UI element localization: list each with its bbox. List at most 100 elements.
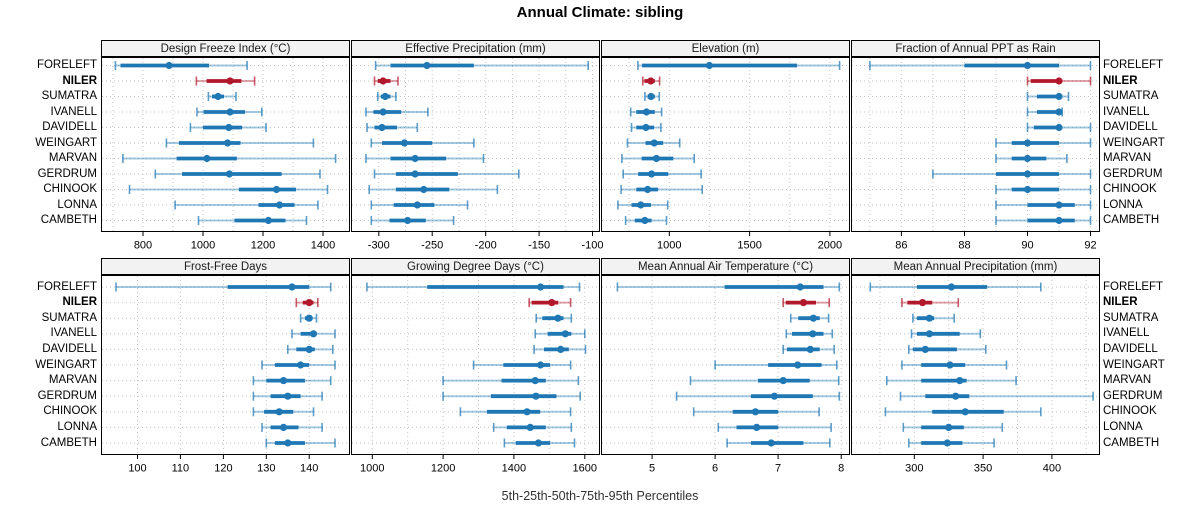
percentile-mark-marvan — [442, 376, 580, 386]
row-label-left-cambeth: CAMBETH — [40, 214, 97, 226]
x-axis: 800 1000 1200 1400 — [134, 232, 335, 252]
percentile-mark-sumatra — [535, 313, 573, 323]
percentile-mark-ivanell — [534, 329, 586, 339]
percentile-mark-marvan — [252, 376, 332, 386]
row-label-left-davidell: DAVIDELL — [42, 342, 97, 355]
percentile-mark-sumatra — [644, 92, 661, 101]
row-label-right-lonna: LONNA — [1103, 198, 1143, 211]
percentile-mark-sumatra — [789, 313, 830, 323]
percentile-mark-marvan — [621, 154, 695, 163]
x-tick-label: 5 — [649, 463, 655, 475]
row-label-right-lonna: LONNA — [1103, 420, 1143, 433]
percentile-mark-weingart — [165, 138, 315, 148]
percentile-mark-sumatra — [1026, 92, 1070, 101]
x-tick-label: 92 — [1084, 240, 1096, 252]
percentile-mark-cambeth — [726, 438, 831, 448]
percentile-mark-cambeth — [370, 216, 455, 225]
percentile-mark-niler — [195, 76, 256, 86]
percentile-mark-gerdrum — [442, 391, 581, 401]
panel-plot: 1000 1200 1400 1600 — [351, 275, 600, 475]
row-label-right-chinook: CHINOOK — [1103, 183, 1157, 195]
percentile-mark-weingart — [370, 138, 475, 148]
x-tick-label: 400 — [1043, 463, 1061, 475]
percentile-mark-marvan — [122, 154, 337, 163]
x-axis: 1000 1500 2000 — [657, 232, 842, 252]
gridlines — [102, 58, 349, 231]
percentile-mark-cambeth — [995, 216, 1092, 225]
x-axis: 86 88 90 92 — [895, 232, 1097, 252]
panel-strip-title: Design Freeze Index (°C) — [101, 40, 350, 57]
row-label-left-weingart: WEINGART — [35, 358, 97, 371]
percentile-mark-gerdrum — [373, 169, 520, 179]
x-tick-label: -200 — [475, 240, 497, 252]
row-label-right-cambeth: CAMBETH — [1103, 436, 1160, 449]
percentile-mark-lonna — [617, 200, 669, 210]
panel-plot: 100 110 120 130 140 — [101, 275, 350, 475]
x-tick-label: 1600 — [573, 463, 597, 475]
x-tick-label: 90 — [1021, 240, 1033, 252]
percentile-mark-weingart — [714, 360, 838, 370]
x-tick-label: -250 — [421, 240, 443, 252]
percentile-mark-lonna — [370, 200, 469, 210]
percentile-mark-chinook — [692, 407, 820, 417]
percentile-mark-chinook — [459, 407, 572, 417]
percentile-mark-gerdrum — [622, 169, 702, 179]
percentile-mark-gerdrum — [899, 391, 1094, 401]
percentile-mark-foreleft — [114, 61, 248, 70]
percentile-mark-foreleft — [869, 282, 1042, 292]
row-label-left-ivanell: IVANELL — [50, 105, 97, 118]
percentile-mark-lonna — [717, 422, 832, 432]
panel-plot: 1000 1500 2000 — [601, 57, 850, 252]
percentile-mark-lonna — [174, 200, 319, 210]
percentile-mark-marvan — [885, 376, 1017, 386]
x-tick-label: 100 — [128, 463, 146, 475]
percentile-mark-ivanell — [910, 329, 982, 339]
x-axis: -300 -250 -200 -150 -100 — [368, 232, 604, 252]
percentile-mark-foreleft — [616, 282, 841, 292]
x-axis: 100 110 120 130 140 — [128, 455, 318, 475]
x-tick-label: 1200 — [431, 463, 455, 475]
chart-title: Annual Climate: sibling — [516, 4, 684, 21]
x-axis: 5 6 7 8 — [649, 455, 844, 475]
row-label-left-sumatra: SUMATRA — [41, 311, 97, 324]
percentile-mark-ivanell — [785, 329, 834, 339]
percentile-mark-ivanell — [365, 107, 429, 117]
row-label-left-cambeth: CAMBETH — [40, 436, 97, 449]
panel-plot: 300 350 400 — [851, 275, 1100, 475]
row-label-right-ivanell: IVANELL — [1103, 327, 1150, 340]
percentile-mark-davidell — [1026, 123, 1092, 132]
row-label-left-gerdrum: GERDRUM — [37, 389, 97, 402]
x-tick-label: 6 — [712, 463, 718, 475]
percentile-mark-chinook — [884, 407, 1042, 417]
gridlines — [102, 276, 349, 454]
percentile-mark-davidell — [630, 123, 662, 132]
x-axis: 1000 1200 1400 1600 — [360, 455, 597, 475]
row-label-right-ivanell: IVANELL — [1103, 105, 1150, 118]
panel-strip-title: Effective Precipitation (mm) — [351, 40, 600, 57]
percentile-mark-cambeth — [197, 216, 308, 225]
x-tick-label: -300 — [368, 240, 390, 252]
x-tick-label: 800 — [134, 240, 152, 252]
percentile-mark-ivanell — [629, 107, 663, 117]
percentile-mark-weingart — [901, 360, 1008, 370]
percentile-mark-weingart — [261, 360, 336, 370]
row-label-right-marvan: MARVAN — [1103, 152, 1152, 164]
percentile-mark-chinook — [368, 185, 499, 194]
row-label-left-marvan: MARVAN — [48, 374, 97, 387]
row-label-left-lonna: LONNA — [57, 198, 97, 211]
percentile-mark-weingart — [626, 138, 681, 148]
panel-plot: 86 88 90 92 — [851, 57, 1100, 252]
percentile-mark-davidell — [287, 344, 334, 354]
percentile-mark-lonna — [902, 422, 1004, 432]
row-label-right-gerdrum: GERDRUM — [1103, 389, 1163, 402]
percentile-mark-sumatra — [207, 92, 237, 101]
row-label-left-lonna: LONNA — [57, 420, 97, 433]
x-tick-label: -100 — [581, 240, 603, 252]
row-label-left-niler: NILER — [62, 296, 98, 309]
percentile-mark-gerdrum — [252, 391, 323, 401]
row-label-left-ivanell: IVANELL — [50, 327, 97, 340]
row-label-right-niler: NILER — [1103, 296, 1138, 309]
x-tick-label: 8 — [838, 463, 844, 475]
percentile-mark-niler — [528, 298, 572, 308]
